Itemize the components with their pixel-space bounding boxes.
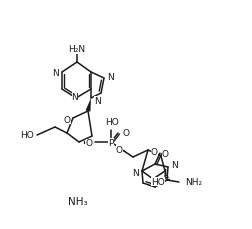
Text: NH₃: NH₃ — [68, 196, 87, 206]
Text: O: O — [122, 128, 130, 137]
Text: O: O — [115, 145, 122, 154]
Text: O: O — [64, 115, 71, 124]
Text: NH₂: NH₂ — [184, 178, 201, 187]
Text: N: N — [71, 93, 78, 101]
Text: O: O — [86, 139, 93, 148]
Text: HO: HO — [20, 131, 34, 140]
Text: H₂N: H₂N — [68, 45, 85, 54]
Text: N: N — [52, 68, 59, 77]
Text: N: N — [132, 169, 138, 178]
Text: O: O — [150, 147, 158, 156]
Polygon shape — [85, 98, 91, 112]
Text: N: N — [170, 161, 177, 170]
Text: N: N — [107, 72, 113, 81]
Text: HO: HO — [105, 117, 118, 126]
Text: P: P — [108, 138, 113, 147]
Text: N: N — [94, 96, 100, 105]
Text: HO: HO — [151, 177, 164, 186]
Text: O: O — [161, 149, 168, 158]
